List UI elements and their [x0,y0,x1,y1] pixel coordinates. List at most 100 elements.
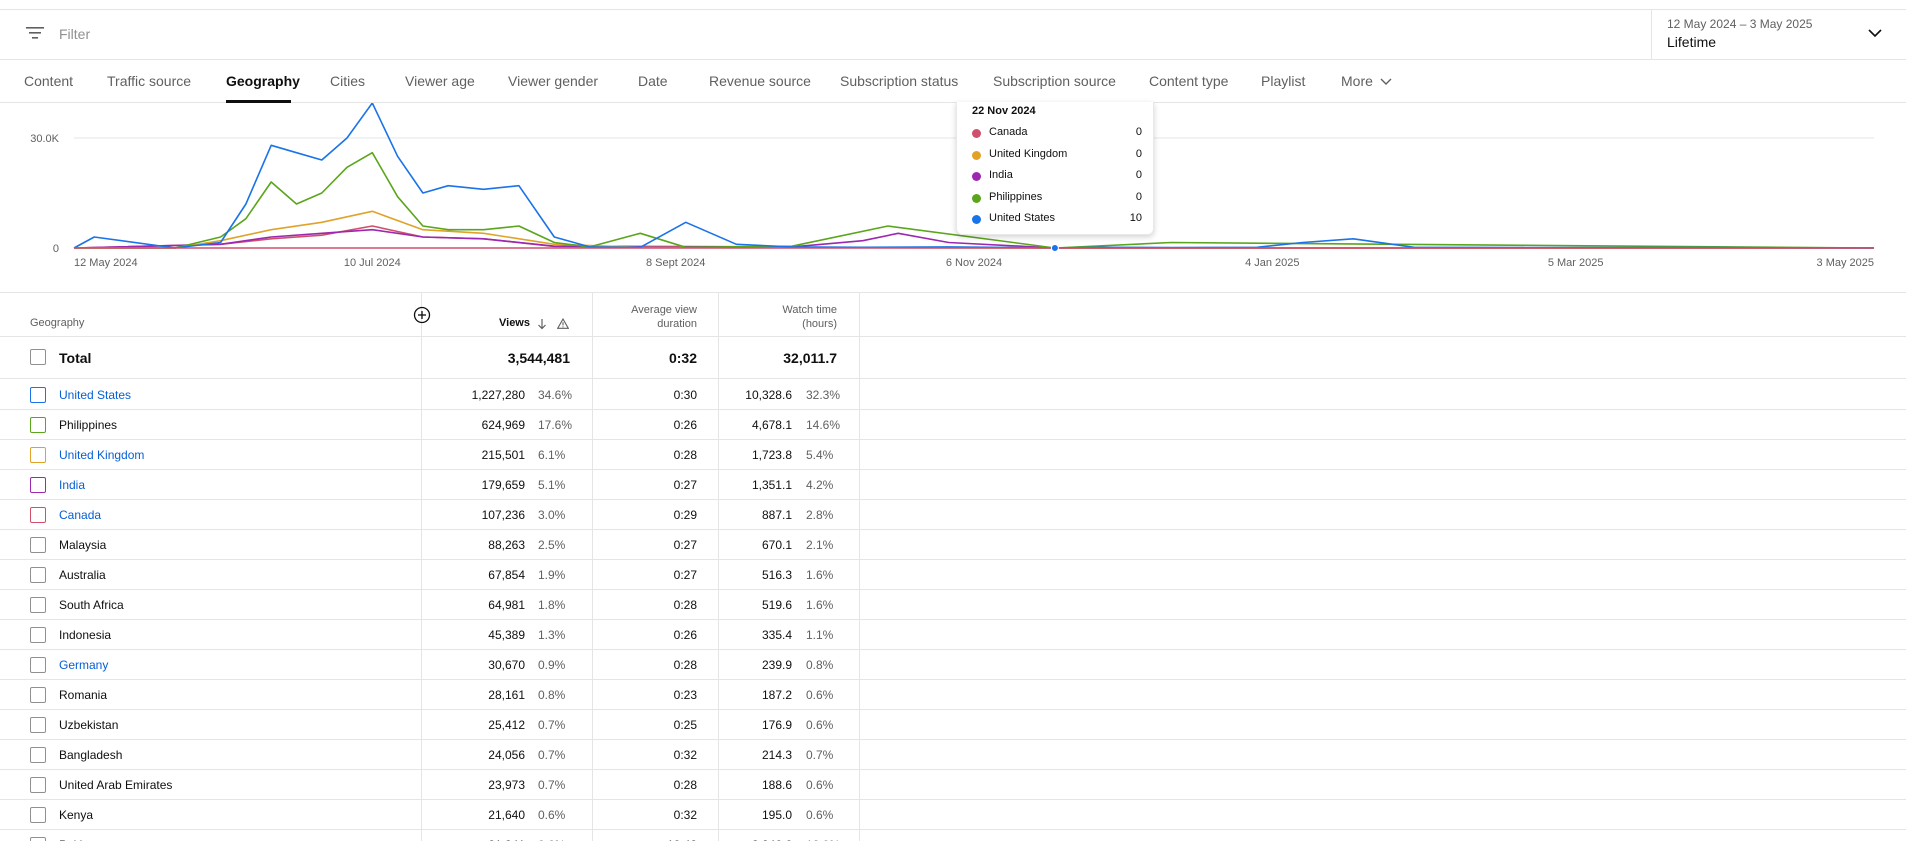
row-divider [0,589,1906,590]
row-divider [0,619,1906,620]
row-average-view-duration: 0:28 [673,778,697,792]
filter-input[interactable]: Filter [59,26,91,42]
row-watch-time-percent: 1.6% [806,568,834,582]
row-views: 67,854 [488,568,525,582]
chart-tooltip: 22 Nov 2024 Canada 0 United Kingdom 0 In… [956,102,1154,235]
row-divider [0,439,1906,440]
tab-viewer-age[interactable]: Viewer age [405,73,475,89]
row-watch-time-percent: 0.6% [806,778,834,792]
active-tab-underline [226,100,291,103]
row-checkbox[interactable] [30,477,46,493]
table-top-border [0,292,1906,293]
row-watch-time: 214.3 [761,748,792,762]
row-watch-time: 187.2 [761,688,792,702]
header-geography[interactable]: Geography [30,317,85,329]
table-row: India 179,659 5.1% 0:27 1,351.1 4.2% [0,470,1906,500]
row-checkbox[interactable] [30,627,46,643]
row-checkbox[interactable] [30,687,46,703]
row-watch-time-percent: 2.1% [806,538,834,552]
row-average-view-duration: 0:28 [673,448,697,462]
row-average-view-duration: 0:32 [673,748,697,762]
tab-content-type[interactable]: Content type [1149,73,1229,89]
header-average-view-duration[interactable]: Average view duration [631,303,697,331]
warning-icon[interactable] [557,318,569,329]
tab-date[interactable]: Date [638,73,668,89]
row-views-percent: 0.6% [538,838,565,841]
row-average-view-duration: 0:32 [673,808,697,822]
x-tick-label: 6 Nov 2024 [946,257,1002,269]
row-average-view-duration: 0:23 [673,688,697,702]
filter-icon[interactable] [26,26,44,40]
row-views: 30,670 [488,658,525,672]
row-views: 624,969 [481,418,525,432]
tab-more[interactable]: More [1341,73,1392,89]
table-row: Australia 67,854 1.9% 0:27 516.3 1.6% [0,560,1906,590]
row-geography-name[interactable]: India [59,478,86,492]
row-checkbox[interactable] [30,717,46,733]
row-average-view-duration: 0:28 [673,598,697,612]
row-checkbox[interactable] [30,777,46,793]
tab-content[interactable]: Content [24,73,74,89]
total-row-border [0,378,1906,379]
row-checkbox[interactable] [30,567,46,583]
tab-viewer-gender[interactable]: Viewer gender [508,73,599,89]
row-checkbox[interactable] [30,657,46,673]
row-watch-time-percent: 5.4% [806,448,834,462]
tab-traffic-source[interactable]: Traffic source [107,73,192,89]
tooltip-series-value: 10 [1129,212,1142,224]
row-checkbox[interactable] [30,417,46,433]
add-column-icon[interactable] [413,306,431,324]
row-geography-name: Philippines [59,418,118,432]
row-views-percent: 1.9% [538,568,566,582]
row-views-percent: 5.1% [538,478,566,492]
header-watch-time[interactable]: Watch time (hours) [782,303,837,331]
sort-descending-icon[interactable] [537,318,547,330]
row-geography-name: United Arab Emirates [59,778,173,792]
row-watch-time: 335.4 [761,628,792,642]
row-watch-time: 195.0 [761,808,792,822]
row-geography-name[interactable]: United Kingdom [59,448,145,462]
row-divider [0,469,1906,470]
row-checkbox[interactable] [30,747,46,763]
table-row: Canada 107,236 3.0% 0:29 887.1 2.8% [0,500,1906,530]
series-line-philippines [74,151,1875,249]
table-row: Pakistan 21,341 0.6% 10:48 3,846.6 12.0% [0,830,1906,841]
row-checkbox[interactable] [30,597,46,613]
row-divider [0,559,1906,560]
tooltip-row: India 0 [972,168,1142,186]
row-checkbox[interactable] [30,387,46,403]
row-average-view-duration: 0:30 [673,388,697,402]
row-checkbox[interactable] [30,837,46,841]
tab-cities[interactable]: Cities [330,73,366,89]
row-checkbox[interactable] [30,507,46,523]
row-geography-name[interactable]: Germany [59,658,109,672]
x-tick-label: 5 Mar 2025 [1548,257,1604,269]
row-checkbox[interactable] [30,447,46,463]
date-range-selector[interactable]: 12 May 2024 – 3 May 2025 Lifetime [1651,10,1906,60]
tab-subscription-source[interactable]: Subscription source [993,73,1116,89]
tab-playlist[interactable]: Playlist [1261,73,1306,89]
tab-subscription-status[interactable]: Subscription status [840,73,959,89]
table-row: Romania 28,161 0.8% 0:23 187.2 0.6% [0,680,1906,710]
header-wt-line2: (hours) [802,318,837,330]
total-watch-time: 32,011.7 [783,350,837,366]
row-geography-name: Indonesia [59,628,112,642]
tab-revenue-source[interactable]: Revenue source [709,73,811,89]
row-geography-name[interactable]: Canada [59,508,102,522]
dimension-tabs: Content Traffic source Geography Cities … [0,60,1906,103]
table-row: Bangladesh 24,056 0.7% 0:32 214.3 0.7% [0,740,1906,770]
total-row: Total 3,544,481 0:32 32,011.7 [0,344,1906,374]
tab-geography[interactable]: Geography [226,73,300,89]
row-views-percent: 0.6% [538,808,566,822]
tooltip-series-name: India [989,169,1013,181]
hover-point[interactable] [1050,244,1059,252]
total-checkbox[interactable] [30,349,46,365]
row-checkbox[interactable] [30,537,46,553]
row-geography-name[interactable]: United States [59,388,132,402]
column-divider [421,292,422,841]
row-watch-time-percent: 0.6% [806,688,834,702]
row-views: 215,501 [481,448,525,462]
row-watch-time: 1,351.1 [751,478,792,492]
header-views[interactable]: Views [499,317,530,329]
row-checkbox[interactable] [30,807,46,823]
